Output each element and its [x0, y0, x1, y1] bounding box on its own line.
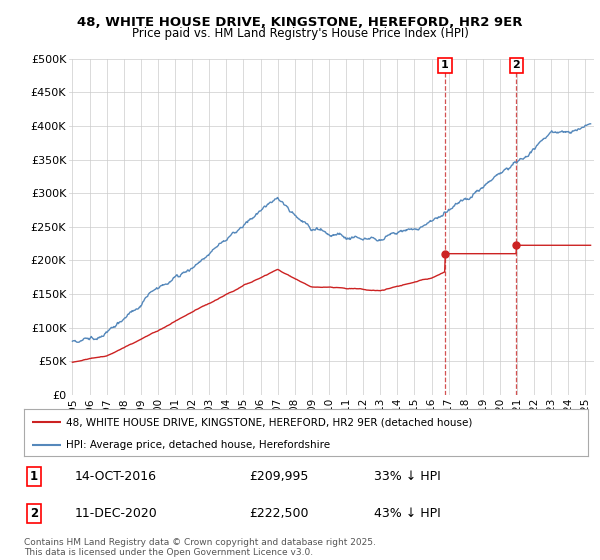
Text: 11-DEC-2020: 11-DEC-2020	[75, 507, 158, 520]
Text: 33% ↓ HPI: 33% ↓ HPI	[374, 469, 440, 483]
Text: 1: 1	[29, 469, 38, 483]
Text: Price paid vs. HM Land Registry's House Price Index (HPI): Price paid vs. HM Land Registry's House …	[131, 27, 469, 40]
Text: 14-OCT-2016: 14-OCT-2016	[75, 469, 157, 483]
Text: £222,500: £222,500	[250, 507, 309, 520]
Text: HPI: Average price, detached house, Herefordshire: HPI: Average price, detached house, Here…	[66, 440, 331, 450]
Text: 2: 2	[512, 60, 520, 71]
Text: 48, WHITE HOUSE DRIVE, KINGSTONE, HEREFORD, HR2 9ER: 48, WHITE HOUSE DRIVE, KINGSTONE, HEREFO…	[77, 16, 523, 29]
Text: Contains HM Land Registry data © Crown copyright and database right 2025.
This d: Contains HM Land Registry data © Crown c…	[24, 538, 376, 557]
Text: 1: 1	[441, 60, 449, 71]
Text: 2: 2	[29, 507, 38, 520]
Text: 43% ↓ HPI: 43% ↓ HPI	[374, 507, 440, 520]
Text: £209,995: £209,995	[250, 469, 309, 483]
Text: 48, WHITE HOUSE DRIVE, KINGSTONE, HEREFORD, HR2 9ER (detached house): 48, WHITE HOUSE DRIVE, KINGSTONE, HEREFO…	[66, 417, 473, 427]
